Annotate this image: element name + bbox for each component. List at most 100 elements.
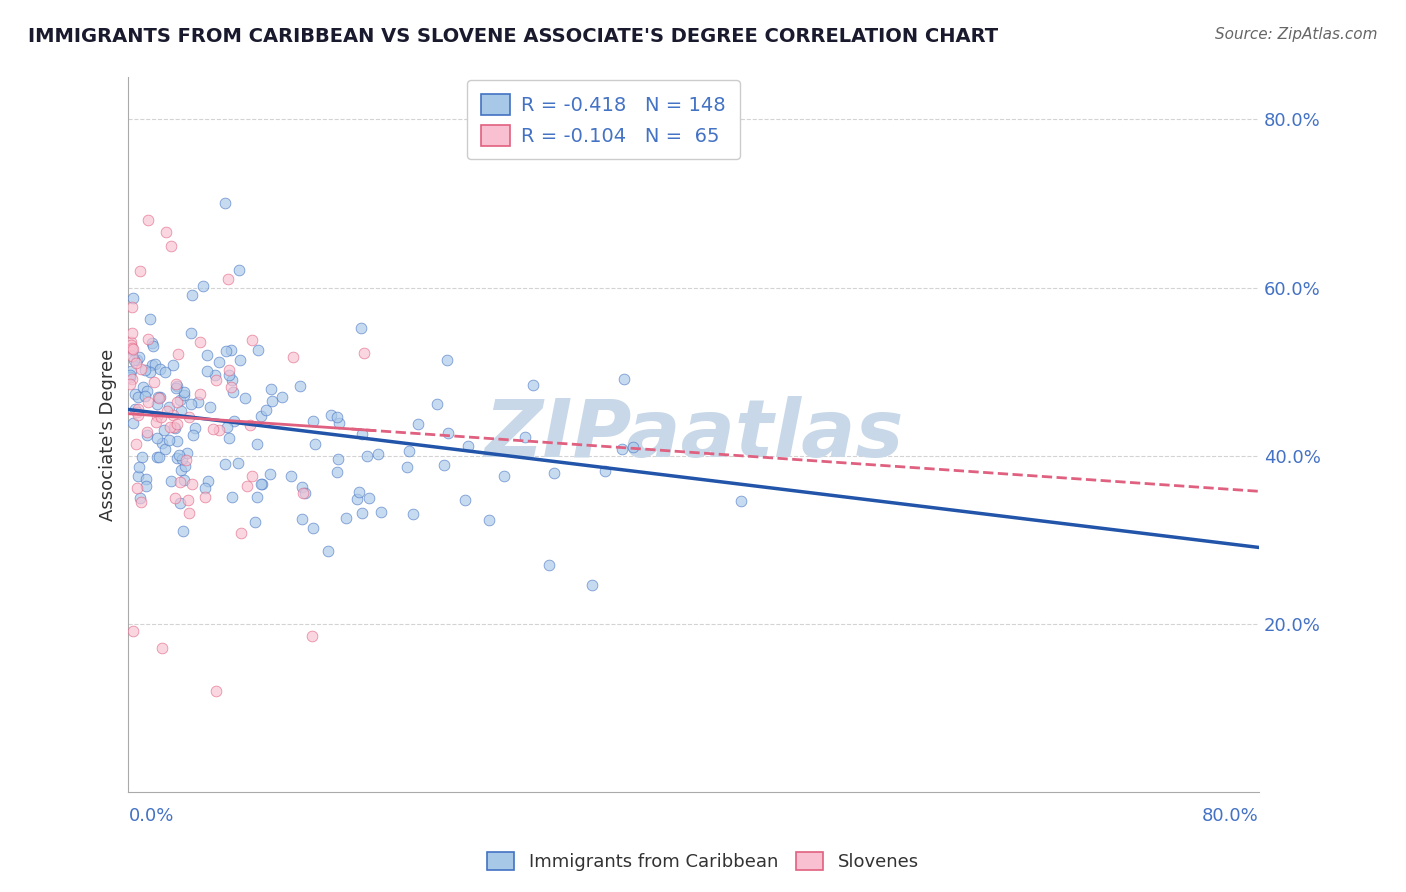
Point — [226, 456, 249, 470]
Point — [222, 385, 245, 400]
Point — [169, 392, 191, 407]
Point — [166, 417, 188, 431]
Point — [218, 368, 240, 382]
Legend: R = -0.418   N = 148, R = -0.104   N =  65: R = -0.418 N = 148, R = -0.104 N = 65 — [467, 80, 740, 160]
Point — [260, 382, 283, 396]
Legend: Immigrants from Caribbean, Slovenes: Immigrants from Caribbean, Slovenes — [479, 845, 927, 879]
Point — [125, 481, 148, 495]
Point — [125, 353, 148, 368]
Point — [184, 421, 207, 435]
Point — [136, 333, 159, 347]
Point — [239, 418, 262, 433]
Point — [118, 368, 141, 382]
Point — [120, 334, 142, 349]
Point — [142, 376, 165, 390]
Point — [291, 481, 314, 495]
Point — [135, 479, 157, 493]
Point — [146, 431, 169, 445]
Point — [200, 400, 222, 414]
Point — [160, 238, 183, 252]
Point — [319, 409, 342, 423]
Point — [139, 365, 162, 379]
Point — [260, 393, 283, 408]
Point — [172, 524, 194, 538]
Point — [149, 362, 172, 376]
Point — [214, 195, 236, 210]
Point — [437, 425, 460, 440]
Point — [121, 300, 143, 314]
Point — [148, 392, 170, 406]
Point — [177, 493, 200, 508]
Point — [156, 403, 179, 417]
Point — [271, 390, 294, 404]
Point — [159, 433, 181, 447]
Point — [250, 476, 273, 491]
Point — [134, 389, 156, 403]
Point — [120, 364, 142, 378]
Point — [302, 414, 325, 428]
Point — [129, 264, 152, 278]
Point — [356, 450, 378, 464]
Point — [124, 402, 146, 417]
Point — [281, 350, 304, 364]
Point — [177, 506, 200, 520]
Point — [301, 629, 323, 643]
Point — [170, 463, 193, 477]
Point — [194, 490, 217, 504]
Point — [350, 321, 373, 335]
Text: 0.0%: 0.0% — [128, 806, 174, 824]
Point — [218, 431, 240, 445]
Point — [131, 450, 153, 465]
Point — [231, 525, 253, 540]
Point — [492, 469, 515, 483]
Point — [214, 457, 236, 471]
Point — [326, 452, 349, 467]
Point — [328, 416, 350, 430]
Point — [233, 391, 256, 405]
Point — [181, 477, 204, 491]
Point — [326, 465, 349, 479]
Point — [221, 373, 243, 387]
Point — [165, 421, 187, 435]
Point — [222, 414, 245, 428]
Point — [146, 397, 169, 411]
Point — [543, 466, 565, 480]
Point — [169, 496, 191, 510]
Point — [153, 442, 176, 456]
Point — [121, 341, 143, 355]
Point — [176, 446, 198, 460]
Point — [188, 334, 211, 349]
Point — [141, 336, 163, 351]
Point — [217, 420, 239, 434]
Point — [180, 397, 202, 411]
Point — [179, 410, 201, 425]
Point — [208, 423, 231, 437]
Point — [166, 347, 188, 361]
Point — [173, 384, 195, 399]
Point — [249, 409, 271, 423]
Point — [122, 353, 145, 368]
Point — [621, 440, 644, 454]
Point — [146, 390, 169, 404]
Point — [180, 326, 202, 340]
Point — [478, 513, 501, 527]
Point — [167, 448, 190, 462]
Point — [436, 352, 458, 367]
Point — [170, 404, 193, 418]
Point — [127, 390, 149, 404]
Point — [316, 544, 339, 558]
Point — [537, 558, 560, 572]
Point — [138, 395, 160, 409]
Point — [398, 444, 420, 458]
Point — [150, 641, 173, 656]
Point — [246, 437, 269, 451]
Point — [127, 408, 149, 422]
Text: ZIPaatlas: ZIPaatlas — [484, 396, 904, 474]
Point — [367, 447, 389, 461]
Point — [359, 491, 381, 505]
Point — [610, 442, 633, 456]
Point — [120, 337, 142, 351]
Point — [166, 395, 188, 409]
Point — [280, 468, 302, 483]
Point — [121, 372, 143, 386]
